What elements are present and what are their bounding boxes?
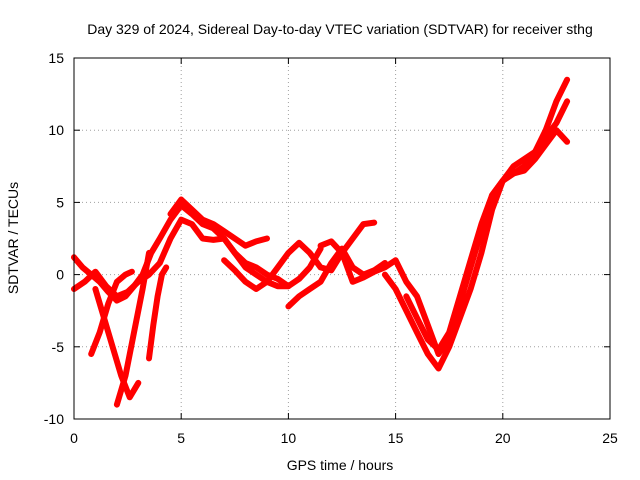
plot-frame: [73, 57, 611, 420]
series-track-7: [167, 196, 270, 249]
x-tick-label: 15: [388, 430, 404, 446]
series-track-4: [92, 286, 142, 401]
series-track-11: [381, 76, 571, 372]
series-track-5: [113, 249, 152, 408]
x-tick-labels: 0 5 10 15 20 25: [70, 430, 618, 446]
series-track-6: [146, 264, 170, 362]
grid-lines: [74, 58, 610, 419]
y-tick-labels: -10 -5 0 5 10 15: [44, 50, 64, 427]
y-tick-label: -5: [52, 339, 65, 355]
series-track-10: [317, 98, 571, 357]
series-track-3: [88, 268, 135, 357]
x-tick-label: 10: [281, 430, 297, 446]
y-tick-label: 5: [56, 194, 64, 210]
x-tick-label: 5: [177, 430, 185, 446]
y-tick-label: 10: [48, 122, 64, 138]
y-tick-label: 15: [48, 50, 64, 66]
axis-ticks: [73, 57, 611, 420]
data-series: [71, 76, 571, 408]
y-tick-label: -10: [44, 411, 64, 427]
y-tick-label: 0: [56, 267, 64, 283]
series-track-12: [403, 127, 571, 353]
x-tick-label: 20: [495, 430, 511, 446]
y-axis-label: SDTVAR / TECUs: [5, 182, 21, 294]
x-tick-label: 25: [602, 430, 618, 446]
x-axis-label: GPS time / hours: [287, 457, 394, 473]
series-track-2: [71, 216, 324, 300]
chart-title: Day 329 of 2024, Sidereal Day-to-day VTE…: [87, 21, 593, 37]
series-track-8: [221, 219, 378, 292]
x-tick-label: 0: [70, 430, 78, 446]
